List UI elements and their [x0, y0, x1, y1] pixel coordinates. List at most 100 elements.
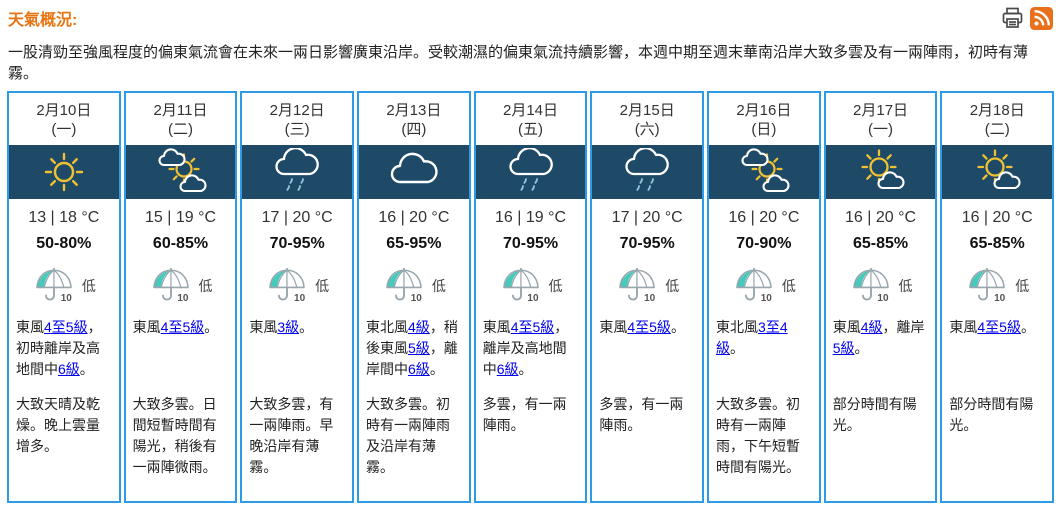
wind-force-link[interactable]: 5級: [832, 340, 855, 356]
wind-force-link[interactable]: 6級: [496, 361, 519, 377]
forecast-date: 2月12日 (三): [242, 93, 352, 145]
wind-force-link[interactable]: 4至5級: [160, 319, 205, 335]
wind-force-link[interactable]: 6級: [58, 361, 80, 377]
psr-number: 10: [877, 293, 889, 304]
forecast-card-day1: 2月10日 (一) 13 | 18 °C 50-80% 10 低 東風4至5級，…: [7, 91, 121, 503]
humidity-range: 70-95%: [502, 235, 559, 252]
humidity-range: 65-95%: [386, 235, 442, 252]
rain-probability: 10 低: [942, 265, 1052, 307]
rss-icon[interactable]: [1030, 6, 1053, 30]
sun-with-cloud-icon: [971, 148, 1023, 196]
wind-text: 東風: [132, 319, 161, 335]
wind-force-link[interactable]: 3至4級: [716, 319, 788, 356]
temperature-range: 13 | 18 °C: [28, 209, 100, 226]
humidity-range: 60-85%: [152, 235, 209, 252]
wind-force-link[interactable]: 5級: [408, 340, 430, 356]
print-icon[interactable]: [1000, 6, 1025, 30]
wind-forecast: 東風3級。: [242, 317, 352, 381]
forecast-date: 2月18日 (二): [942, 93, 1052, 145]
wind-text: ，初時離岸及高地間中: [16, 319, 102, 377]
weather-icon-band: [592, 145, 703, 199]
date-text: 2月13日: [386, 102, 442, 119]
rain-cloud-icon: [505, 148, 557, 196]
rain-probability: 10 低: [359, 265, 469, 307]
wind-forecast: 東風4至5級。: [592, 317, 702, 381]
weekday-text: (六): [634, 121, 660, 138]
toolbar-icons: [1000, 6, 1053, 30]
weather-description: 大致多雲。日間短暫時間有陽光，稍後有一兩陣微雨。: [132, 396, 217, 475]
wind-text: 。: [854, 340, 869, 356]
humidity-range: 50-80%: [36, 235, 92, 252]
date-text: 2月16日: [736, 102, 792, 119]
wind-force-link[interactable]: 4級: [860, 319, 883, 335]
humidity-range: 65-85%: [969, 235, 1025, 252]
wind-text: 。: [730, 340, 745, 356]
weather-icon-band: [242, 145, 353, 199]
weekday-text: (二): [168, 121, 193, 138]
temperature-range: 16 | 20 °C: [728, 209, 800, 226]
weekday-text: (五): [518, 121, 544, 138]
umbrella-icon: 10: [732, 266, 776, 306]
umbrella-icon: 10: [615, 266, 659, 306]
rain-probability: 10 低: [709, 265, 819, 307]
psr-label: 低: [898, 278, 913, 294]
psr-label: 低: [665, 278, 680, 294]
weather-icon-band: [125, 145, 236, 199]
wind-text: ，稍後東風: [366, 319, 458, 356]
wind-force-link[interactable]: 4級: [408, 319, 430, 335]
forecast-card-day6: 2月15日 (六) 17 | 20 °C 70-95% 10 低 東風4至5級。…: [590, 91, 705, 503]
wind-text: ，離岸間中: [366, 340, 458, 377]
psr-number: 10: [410, 293, 422, 304]
wind-text: 。: [1020, 319, 1035, 335]
wind-forecast: 東風4至5級，離岸及高地間中6級。: [476, 317, 586, 381]
umbrella-icon: 10: [382, 266, 426, 306]
temperature-range: 16 | 20 °C: [845, 209, 917, 226]
temperature-range: 17 | 20 °C: [611, 209, 683, 226]
wind-forecast: 東北風4級，稍後東風5級，離岸間中6級。: [359, 317, 469, 381]
wind-forecast: 東風4至5級。: [942, 317, 1052, 381]
cloudy-icon: [388, 148, 440, 196]
forecast-card-day9: 2月18日 (二) 16 | 20 °C 65-85% 10 低 東風4至5級。…: [940, 91, 1055, 503]
psr-number: 10: [60, 293, 72, 304]
forecast-card-day2: 2月11日 (二) 15 | 19 °C 60-85% 10 低 東風4至5級。…: [123, 91, 238, 503]
wind-force-link[interactable]: 3級: [277, 319, 300, 335]
wind-text: 東風: [832, 319, 861, 335]
wind-text: 東風: [599, 319, 628, 335]
forecast-card-day3: 2月12日 (三) 17 | 20 °C 70-95% 10 低 東風3級。 大…: [240, 91, 355, 503]
date-text: 2月12日: [269, 102, 325, 119]
humidity-range: 70-90%: [736, 235, 792, 252]
umbrella-icon: 10: [849, 266, 893, 306]
rain-probability: 10 低: [476, 265, 586, 307]
psr-number: 10: [760, 293, 772, 304]
psr-label: 低: [315, 278, 330, 294]
weather-description: 部分時間有陽光。: [832, 396, 917, 433]
wind-force-link[interactable]: 4至5級: [510, 319, 555, 335]
forecast-card-day8: 2月17日 (一) 16 | 20 °C 65-85% 10 低 東風4級，離岸…: [823, 91, 938, 503]
forecast-card-day5: 2月14日 (五) 16 | 19 °C 70-95% 10 低 東風4至5級，…: [473, 91, 588, 503]
wind-text: ，離岸: [882, 319, 925, 335]
rain-probability: 10 低: [242, 265, 352, 307]
date-text: 2月11日: [153, 102, 208, 119]
wind-text: 東風: [16, 319, 44, 335]
umbrella-icon: 10: [32, 266, 76, 306]
forecast-date: 2月16日 (日): [709, 93, 819, 145]
sunny-icon: [38, 148, 90, 196]
wind-force-link[interactable]: 4至5級: [627, 319, 671, 335]
wind-force-link[interactable]: 6級: [408, 361, 430, 377]
wind-force-link[interactable]: 4至5級: [44, 319, 88, 335]
wind-forecast: 東北風3至4級。: [709, 317, 819, 381]
forecast-cards-row: 2月10日 (一) 13 | 18 °C 50-80% 10 低 東風4至5級，…: [0, 91, 1061, 503]
weekday-text: (三): [284, 121, 310, 138]
weather-icon-band: [942, 145, 1053, 199]
forecast-date: 2月17日 (一): [826, 93, 936, 145]
humidity-range: 70-95%: [619, 235, 675, 252]
psr-label: 低: [1015, 278, 1030, 294]
weekday-text: (四): [401, 121, 427, 138]
weekday-text: (一): [868, 121, 894, 138]
umbrella-icon: 10: [965, 266, 1009, 306]
psr-label: 低: [198, 278, 213, 294]
temperature-range: 17 | 20 °C: [261, 209, 333, 226]
weather-description: 大致多雲，有一兩陣雨。早晚沿岸有薄霧。: [249, 396, 334, 475]
wind-text: 東風: [482, 319, 511, 335]
wind-force-link[interactable]: 4至5級: [977, 319, 1021, 335]
